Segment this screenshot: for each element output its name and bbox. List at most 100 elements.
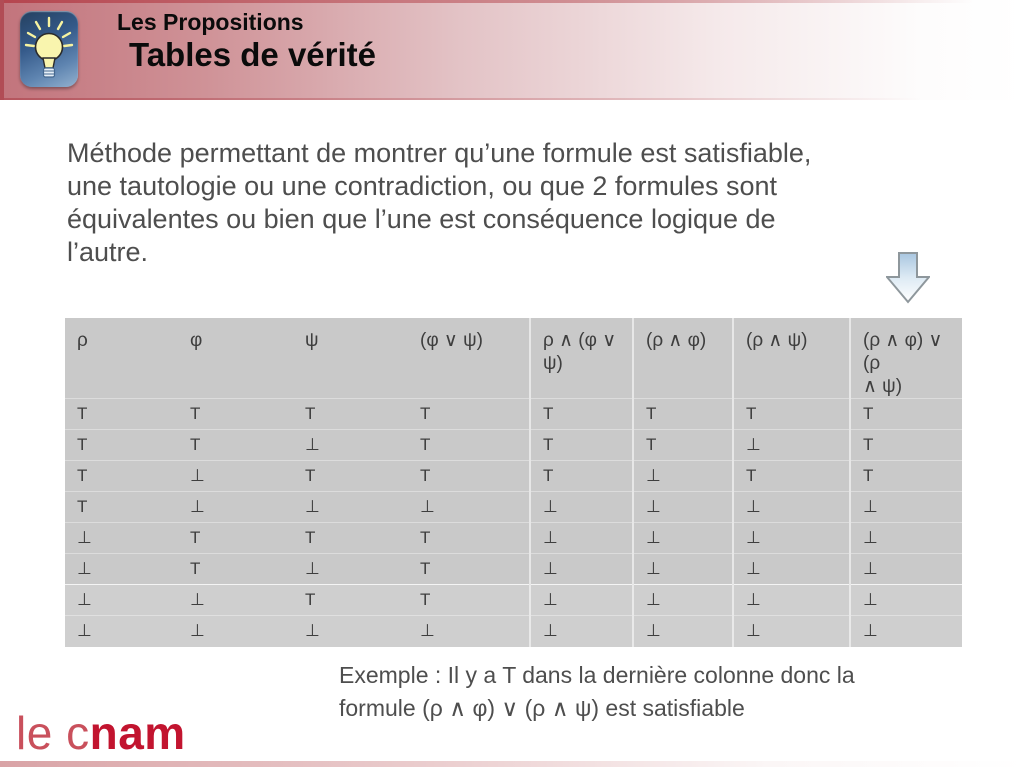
- table-row: T T ⊥ T T T ⊥ T: [65, 429, 962, 461]
- table-header-cell: (ρ ∧ φ) ∨ (ρ ∧ ψ): [849, 318, 962, 399]
- table-cell: ⊥: [77, 528, 92, 547]
- table-header-cell: (ρ ∧ φ): [632, 318, 733, 399]
- example-line: formule (ρ ∧ φ) ∨ (ρ ∧ ψ) est satisfiabl…: [339, 695, 745, 721]
- page-title: Tables de vérité: [129, 36, 377, 73]
- table-cell: ⊥: [77, 559, 92, 578]
- table-header-cell: (ρ ∧ ψ): [732, 318, 850, 399]
- table-row: T ⊥ T T T ⊥ T T: [65, 460, 962, 492]
- table-cell: T: [849, 429, 962, 461]
- intro-line: équivalentes ou bien que l’une est consé…: [67, 204, 776, 234]
- table-header-row: ρ φ ψ (φ ∨ ψ) ρ ∧ (φ ∨ ψ) (ρ ∧ φ) (ρ ∧ ψ) (ρ ∧ …: [65, 318, 962, 399]
- table-cell: ⊥: [420, 621, 435, 641]
- down-arrow-icon: [886, 252, 930, 304]
- example-caption: Exemple : Il y a T dans la dernière colo…: [339, 659, 855, 725]
- table-cell: T: [305, 528, 316, 547]
- table-cell: T: [420, 590, 431, 609]
- table-cell: T: [77, 497, 88, 516]
- table-cell: ⊥: [632, 584, 733, 616]
- table-cell: T: [77, 404, 88, 423]
- bottom-strip: [0, 761, 1024, 767]
- table-cell: T: [190, 559, 201, 578]
- table-cell: ⊥: [77, 590, 92, 609]
- table-cell: ⊥: [732, 491, 850, 523]
- table-cell: ⊥: [849, 584, 962, 616]
- table-header-cell: (φ ∨ ψ): [420, 330, 483, 351]
- table-row: ⊥ T ⊥ T ⊥ ⊥ ⊥ ⊥: [65, 553, 962, 585]
- table-cell: ⊥: [632, 522, 733, 554]
- table-cell: T: [190, 528, 201, 547]
- table-cell: T: [632, 398, 733, 430]
- truth-table: ρ φ ψ (φ ∨ ψ) ρ ∧ (φ ∨ ψ) (ρ ∧ φ) (ρ ∧ ψ) (ρ ∧ …: [65, 318, 962, 647]
- table-cell: ⊥: [632, 460, 733, 492]
- table-cell: T: [732, 460, 850, 492]
- header-left-edge: [0, 0, 4, 100]
- table-header-cell: ρ ∧ (φ ∨ ψ): [529, 318, 633, 399]
- cnam-logo: le cnam: [16, 710, 186, 756]
- table-cell: ⊥: [305, 497, 320, 516]
- table-cell: ⊥: [190, 590, 205, 609]
- table-cell: T: [529, 429, 633, 461]
- table-cell: T: [305, 466, 316, 485]
- lightbulb-icon: [24, 16, 74, 78]
- table-header-cell: ρ: [77, 330, 88, 351]
- intro-line: une tautologie ou une contradiction, ou …: [67, 171, 777, 201]
- table-cell: T: [305, 404, 316, 423]
- table-cell: T: [77, 435, 88, 454]
- section-kicker: Les Propositions: [117, 9, 304, 35]
- table-cell: T: [190, 435, 201, 454]
- table-cell: ⊥: [849, 522, 962, 554]
- table-cell: ⊥: [732, 553, 850, 585]
- table-row: T ⊥ ⊥ ⊥ ⊥ ⊥ ⊥ ⊥: [65, 491, 962, 523]
- table-cell: ⊥: [420, 497, 435, 516]
- table-cell: ⊥: [849, 491, 962, 523]
- table-cell: ⊥: [632, 491, 733, 523]
- table-cell: T: [420, 559, 431, 578]
- table-cell: ⊥: [529, 522, 633, 554]
- table-cell: ⊥: [732, 522, 850, 554]
- table-cell: ⊥: [632, 615, 733, 647]
- table-cell: ⊥: [305, 621, 320, 641]
- table-cell: T: [632, 429, 733, 461]
- table-row: ⊥ ⊥ ⊥ ⊥ ⊥ ⊥ ⊥ ⊥: [65, 615, 962, 647]
- table-cell: T: [732, 398, 850, 430]
- table-cell: ⊥: [529, 553, 633, 585]
- table-header-cell: ψ: [305, 330, 319, 351]
- logo-nam: nam: [89, 707, 186, 759]
- table-cell: ⊥: [529, 615, 633, 647]
- table-cell: ⊥: [849, 615, 962, 647]
- table-cell: T: [305, 590, 316, 609]
- table-cell: T: [420, 404, 431, 423]
- table-cell: T: [849, 460, 962, 492]
- table-cell: T: [420, 466, 431, 485]
- table-cell: ⊥: [529, 491, 633, 523]
- table-cell: ⊥: [732, 429, 850, 461]
- table-cell: ⊥: [632, 553, 733, 585]
- table-row: ⊥ T T T ⊥ ⊥ ⊥ ⊥: [65, 522, 962, 554]
- table-cell: ⊥: [529, 584, 633, 616]
- table-cell: T: [77, 466, 88, 485]
- table-cell: ⊥: [190, 497, 205, 516]
- table-row: ⊥ ⊥ T T ⊥ ⊥ ⊥ ⊥: [65, 584, 962, 616]
- table-cell: ⊥: [190, 466, 205, 485]
- table-cell: T: [849, 398, 962, 430]
- table-cell: T: [190, 404, 201, 423]
- table-cell: ⊥: [77, 621, 92, 641]
- table-cell: ⊥: [849, 553, 962, 585]
- intro-line: Méthode permettant de montrer qu’une for…: [67, 138, 812, 168]
- table-header-cell: φ: [190, 330, 203, 351]
- example-line: Exemple : Il y a T dans la dernière colo…: [339, 662, 855, 688]
- table-cell: ⊥: [190, 621, 205, 641]
- intro-paragraph: Méthode permettant de montrer qu’une for…: [67, 137, 927, 269]
- logo-le-c: le c: [16, 707, 90, 759]
- table-cell: T: [529, 460, 633, 492]
- table-cell: T: [420, 435, 431, 454]
- header-band: [0, 0, 1024, 100]
- table-cell: ⊥: [305, 559, 320, 578]
- app-icon: [20, 11, 78, 87]
- table-cell: ⊥: [732, 615, 850, 647]
- table-cell: T: [529, 398, 633, 430]
- table-cell: ⊥: [732, 584, 850, 616]
- table-cell: ⊥: [305, 435, 320, 454]
